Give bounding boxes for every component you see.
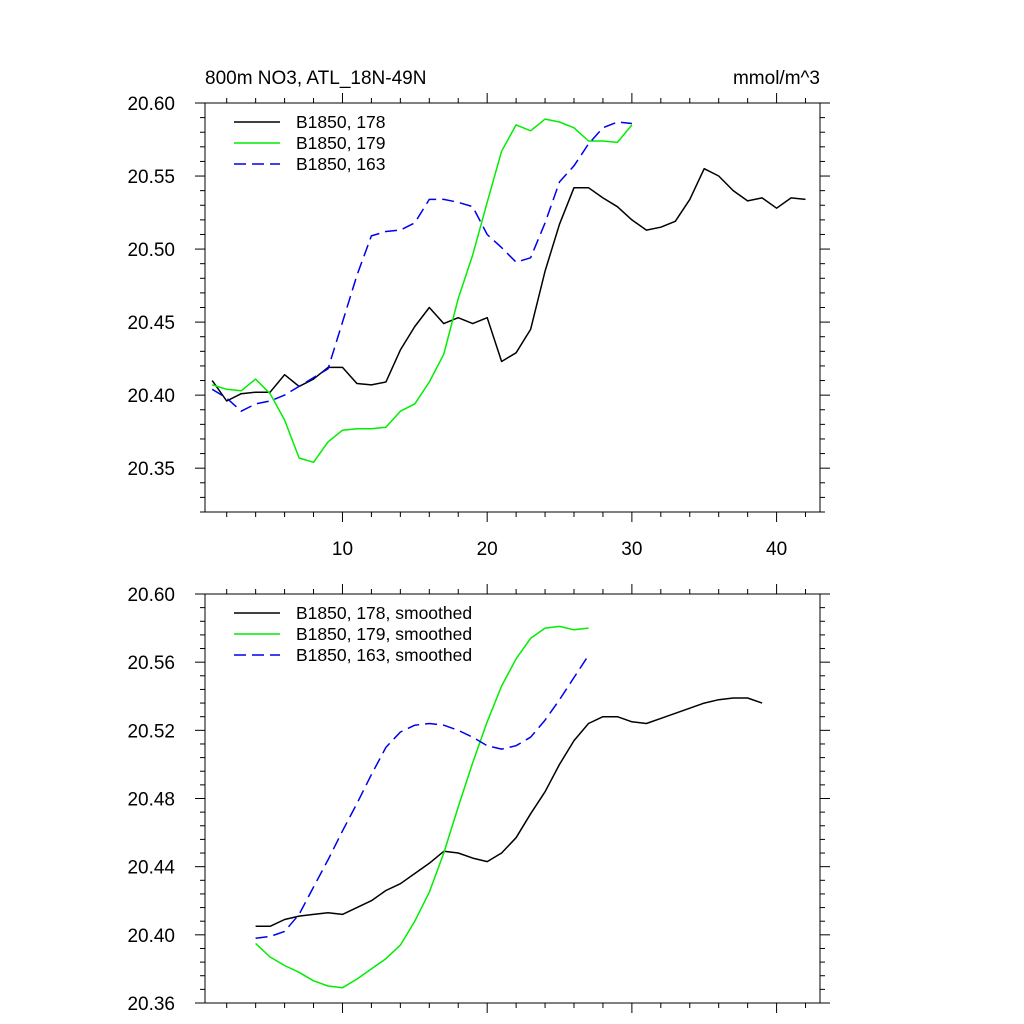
- top-y-tick-label: 20.60: [127, 94, 175, 115]
- bottom-legend-entry-b1850-179-smoothed: B1850, 179, smoothed: [296, 624, 472, 644]
- top-x-tick-label: 40: [766, 539, 787, 560]
- top-y-tick-label: 20.50: [127, 240, 175, 261]
- bottom-y-tick-label: 20.56: [127, 653, 175, 674]
- bottom-y-tick-label: 20.52: [127, 721, 175, 742]
- top-legend-entry-b1850-163: B1850, 163: [296, 154, 386, 174]
- bottom-series-b1850-163-smoothed: [255, 654, 590, 939]
- bottom-y-tick-label: 20.36: [127, 994, 175, 1015]
- bottom-legend-entry-b1850-163-smoothed: B1850, 163, smoothed: [296, 645, 472, 665]
- bottom-series-b1850-178-smoothed: [255, 697, 763, 928]
- top-y-tick-label: 20.55: [127, 167, 175, 188]
- top-y-tick-label: 20.40: [127, 386, 175, 407]
- bottom-legend-entry-b1850-178-smoothed: B1850, 178, smoothed: [296, 603, 472, 623]
- bottom-y-tick-label: 20.44: [127, 858, 175, 879]
- top-x-tick-label: 30: [621, 539, 642, 560]
- top-series-b1850-163: [211, 121, 632, 412]
- top-series-b1850-179: [211, 118, 633, 464]
- top-chart-title: 800m NO3, ATL_18N-49N: [205, 68, 426, 89]
- top-series-b1850-178: [211, 167, 806, 402]
- top-y-tick-label: 20.45: [127, 313, 175, 334]
- bottom-y-tick-label: 20.40: [127, 926, 175, 947]
- bottom-chart: 20.36 20.40 20.44 20.48 20.52 20.56 20.60 B1850…: [127, 584, 830, 1015]
- top-x-tick-label: 10: [332, 539, 353, 560]
- top-y-tick-label: 20.35: [127, 459, 175, 480]
- bottom-y-tick-label: 20.48: [127, 790, 175, 811]
- bottom-y-tick-label: 20.60: [127, 585, 175, 606]
- bottom-tick-marks: [195, 584, 830, 1013]
- top-legend-entry-b1850-178: B1850, 178: [296, 112, 386, 132]
- bottom-series-b1850-179-smoothed: [255, 625, 589, 989]
- top-chart: 20.35 20.40 20.45 20.50 20.55 20.60 10 20 30 40 80…: [127, 68, 830, 560]
- top-legend-entry-b1850-179: B1850, 179: [296, 133, 386, 153]
- top-units-label: mmol/m^3: [733, 68, 820, 89]
- top-x-tick-label: 20: [477, 539, 498, 560]
- top-tick-marks: [195, 93, 830, 522]
